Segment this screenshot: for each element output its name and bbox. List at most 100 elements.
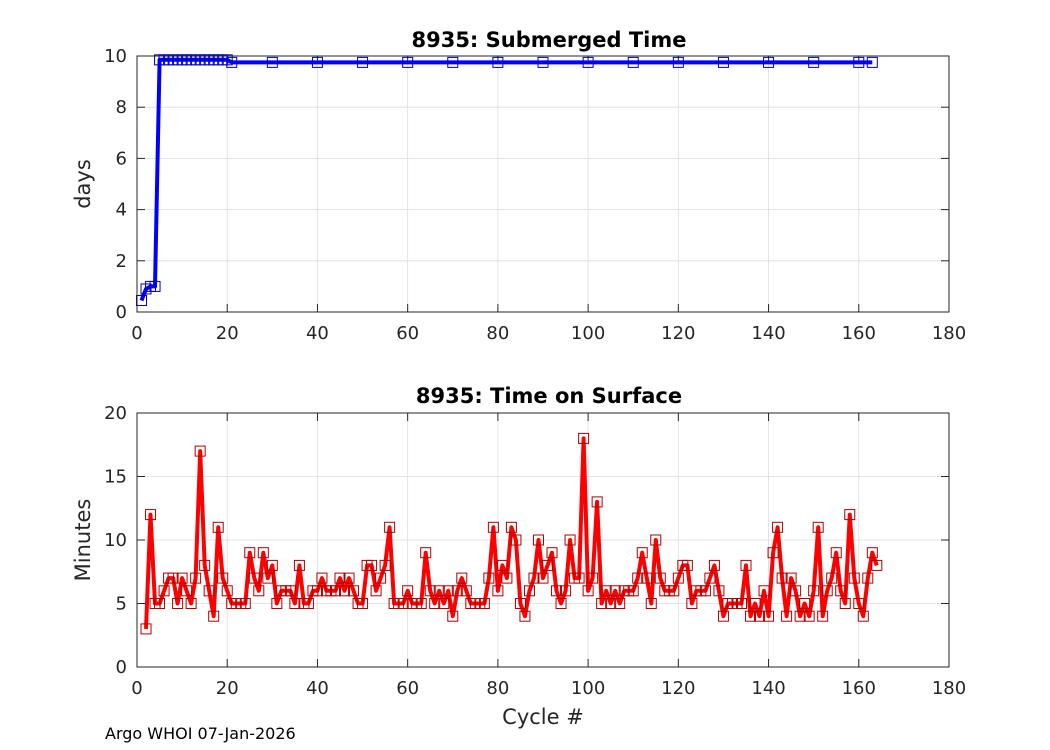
axes-box xyxy=(136,55,950,313)
data-point-marker xyxy=(587,572,599,584)
data-point-marker xyxy=(866,56,878,68)
y-tick-label: 0 xyxy=(116,302,127,323)
x-tick-label: 100 xyxy=(571,678,605,699)
data-point-marker xyxy=(627,56,639,68)
data-point-marker xyxy=(654,572,666,584)
data-point-marker xyxy=(199,559,211,571)
data-point-marker xyxy=(866,547,878,559)
data-point-marker xyxy=(442,585,454,597)
x-tick-label: 100 xyxy=(571,323,605,344)
data-point-marker xyxy=(302,598,314,609)
y-tick-label: 10 xyxy=(104,530,127,551)
data-point-marker xyxy=(803,610,815,622)
data-point-marker xyxy=(221,585,233,597)
data-point-marker xyxy=(266,559,278,571)
chart-title: 8935: Time on Surface xyxy=(416,384,682,408)
data-point-marker xyxy=(185,598,197,609)
data-point-marker xyxy=(857,610,869,622)
data-point-marker xyxy=(704,572,716,584)
data-point-marker xyxy=(668,585,680,597)
data-point-marker xyxy=(483,572,495,584)
data-point-marker xyxy=(379,559,391,571)
data-point-marker xyxy=(402,56,414,68)
x-tick-label: 20 xyxy=(216,323,239,344)
data-point-marker xyxy=(266,56,278,68)
data-point-marker xyxy=(582,585,594,597)
x-tick-label: 140 xyxy=(751,678,785,699)
data-point-marker xyxy=(740,559,752,571)
data-point-marker xyxy=(208,610,220,622)
plot-area xyxy=(137,56,949,312)
data-point-marker xyxy=(790,585,802,597)
data-point-marker xyxy=(735,598,747,609)
data-point-marker xyxy=(244,547,256,559)
data-point-marker xyxy=(627,585,639,597)
y-axis-label: days xyxy=(71,159,95,209)
data-point-marker xyxy=(149,280,161,292)
data-point-marker xyxy=(217,572,229,584)
data-point-marker xyxy=(839,598,851,609)
data-point-marker xyxy=(397,598,409,609)
x-tick-label: 0 xyxy=(131,323,142,344)
data-point-marker xyxy=(745,610,757,622)
y-tick-label: 4 xyxy=(116,200,127,221)
data-point-marker xyxy=(812,521,824,533)
data-point-marker xyxy=(537,572,549,584)
data-point-marker xyxy=(334,572,346,584)
data-point-marker xyxy=(375,572,387,584)
y-tick-label: 6 xyxy=(116,148,127,169)
data-point-marker xyxy=(239,598,251,609)
x-tick-label: 180 xyxy=(932,323,966,344)
data-point-marker xyxy=(140,623,152,635)
data-point-marker xyxy=(447,610,459,622)
footer-credit: Argo WHOI 07-Jan-2026 xyxy=(105,724,296,743)
data-point-marker xyxy=(316,572,328,584)
data-point-marker xyxy=(636,547,648,559)
data-point-marker xyxy=(456,572,468,584)
x-tick-label: 80 xyxy=(486,323,509,344)
y-tick-label: 8 xyxy=(116,97,127,118)
data-point-marker xyxy=(708,559,720,571)
data-point-marker xyxy=(271,598,283,609)
data-point-marker xyxy=(438,598,450,609)
data-point-marker xyxy=(808,56,820,68)
data-point-marker xyxy=(203,585,215,597)
data-point-marker xyxy=(519,610,531,622)
data-point-marker xyxy=(167,572,179,584)
data-point-marker xyxy=(253,585,265,597)
data-point-marker xyxy=(145,509,157,521)
data-point-marker xyxy=(496,559,508,571)
data-point-marker xyxy=(478,598,490,609)
data-point-marker xyxy=(758,585,770,597)
chart-title: 8935: Submerged Time xyxy=(411,28,686,52)
x-tick-label: 40 xyxy=(306,323,329,344)
data-point-marker xyxy=(528,572,540,584)
data-point-marker xyxy=(370,585,382,597)
data-point-marker xyxy=(605,598,617,609)
data-point-marker xyxy=(632,572,644,584)
x-tick-label: 140 xyxy=(751,323,785,344)
data-point-marker xyxy=(713,585,725,597)
data-point-marker xyxy=(600,585,612,597)
data-point-marker xyxy=(487,521,499,533)
data-point-marker xyxy=(505,521,517,533)
data-point-marker xyxy=(785,572,797,584)
data-point-marker xyxy=(420,547,432,559)
x-tick-label: 60 xyxy=(396,678,419,699)
data-point-marker xyxy=(311,56,323,68)
data-point-marker xyxy=(772,521,784,533)
data-point-marker xyxy=(560,585,572,597)
data-point-marker xyxy=(158,585,170,597)
x-tick-label: 120 xyxy=(661,678,695,699)
data-point-marker xyxy=(284,585,296,597)
data-point-marker xyxy=(681,559,693,571)
data-point-marker xyxy=(293,559,305,571)
data-point-marker xyxy=(749,598,761,609)
data-point-marker xyxy=(835,585,847,597)
data-point-marker xyxy=(564,534,576,546)
data-point-marker xyxy=(537,56,549,68)
y-tick-label: 5 xyxy=(116,594,127,615)
data-point-marker xyxy=(176,572,188,584)
data-point-marker xyxy=(817,610,829,622)
chart-panel-2: 0 20 40 60 80 100 120 140 160 180 0 5 10 15 20 8935: Ti… xyxy=(71,384,966,729)
